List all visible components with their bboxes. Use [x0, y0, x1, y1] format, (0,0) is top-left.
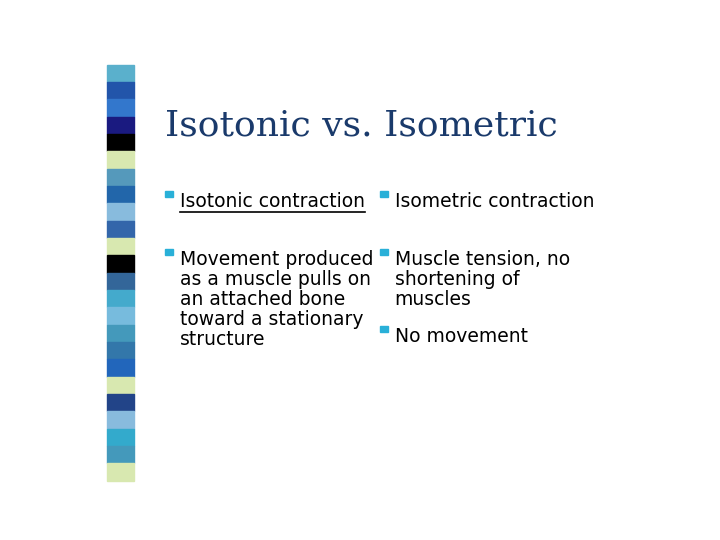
Bar — [107, 325, 134, 342]
Bar — [107, 204, 134, 221]
Bar — [107, 238, 134, 255]
Text: toward a stationary: toward a stationary — [180, 310, 364, 329]
Bar — [166, 249, 173, 255]
Bar — [380, 326, 388, 332]
Bar — [107, 446, 134, 463]
Bar — [107, 168, 134, 186]
Text: an attached bone: an attached bone — [180, 290, 345, 309]
Bar — [107, 394, 134, 411]
Bar — [107, 65, 134, 82]
Text: Isotonic vs. Isometric: Isotonic vs. Isometric — [166, 109, 558, 143]
Bar — [107, 307, 134, 325]
Bar — [107, 377, 134, 394]
Bar — [107, 411, 134, 429]
Bar — [107, 463, 134, 481]
Bar — [166, 191, 173, 197]
Text: Muscle tension, no: Muscle tension, no — [395, 250, 570, 269]
Bar — [107, 290, 134, 307]
Bar — [107, 359, 134, 377]
Bar — [107, 117, 134, 134]
Bar — [380, 191, 388, 197]
Bar — [107, 255, 134, 273]
Text: structure: structure — [180, 329, 266, 349]
Bar — [107, 99, 134, 117]
Text: No movement: No movement — [395, 327, 528, 346]
Text: Movement produced: Movement produced — [180, 250, 374, 269]
Text: muscles: muscles — [395, 290, 472, 309]
Text: as a muscle pulls on: as a muscle pulls on — [180, 270, 371, 289]
Text: shortening of: shortening of — [395, 270, 519, 289]
Bar — [107, 134, 134, 151]
Bar — [380, 249, 388, 255]
Text: Isometric contraction: Isometric contraction — [395, 192, 594, 211]
Bar — [107, 221, 134, 238]
Bar — [107, 151, 134, 168]
Bar — [107, 342, 134, 359]
Bar — [107, 429, 134, 446]
Text: Isotonic contraction: Isotonic contraction — [180, 192, 365, 211]
Bar — [107, 273, 134, 290]
Bar — [107, 186, 134, 204]
Bar — [107, 82, 134, 99]
